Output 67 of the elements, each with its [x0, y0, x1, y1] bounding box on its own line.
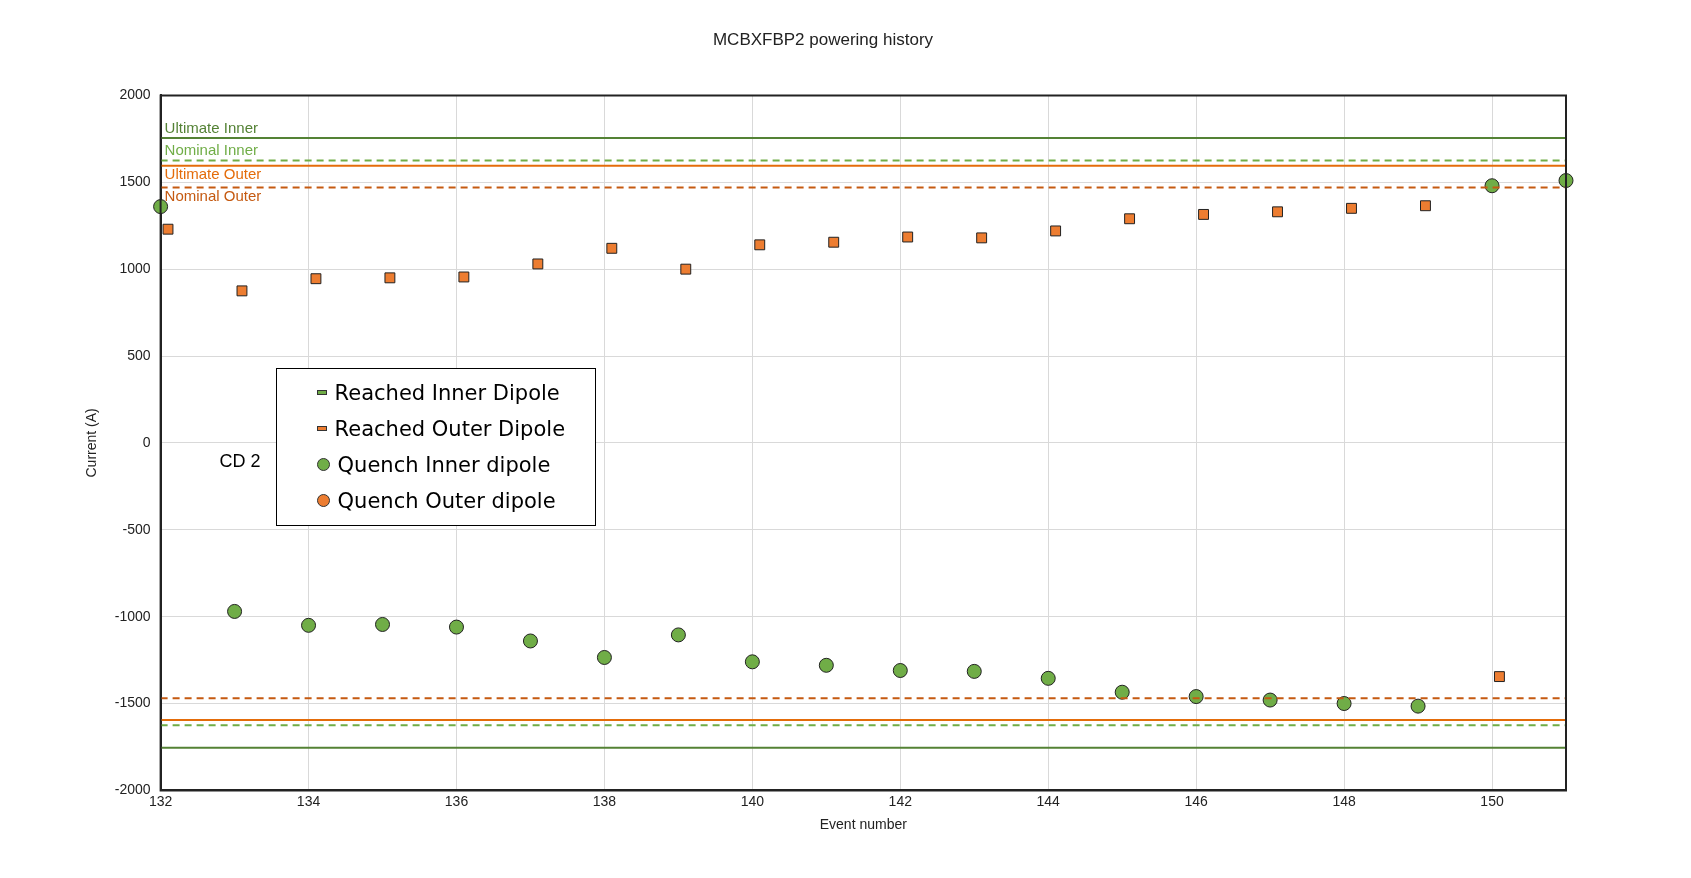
x-tick-label: 146 [1184, 792, 1209, 809]
point [1114, 684, 1130, 700]
ref-line-label: Nominal Inner [164, 141, 258, 159]
x-tick-label: 132 [148, 792, 173, 809]
y-axis-title: Current (A) [83, 408, 100, 478]
ref-line-label: Nominal Outer [164, 187, 262, 205]
point [1336, 696, 1352, 712]
point [1050, 225, 1062, 237]
point [301, 617, 317, 633]
annotation: CD 2 [218, 449, 262, 473]
legend-label: Quench Inner dipole [337, 452, 551, 477]
point [966, 663, 982, 679]
x-axis-title: Event number [819, 816, 908, 833]
point [1124, 213, 1136, 225]
x-tick-label: 148 [1332, 792, 1356, 809]
point [1420, 200, 1431, 212]
ref-line-label: Ultimate Inner [164, 118, 258, 136]
y-tick-label: 500 [127, 346, 151, 363]
y-tick-label: 1000 [119, 260, 151, 277]
point [1493, 671, 1505, 683]
y-tick-label: 0 [142, 433, 151, 450]
point [236, 285, 248, 297]
point [680, 263, 692, 275]
point [670, 627, 686, 643]
x-tick-label: 136 [444, 792, 469, 809]
point [1410, 698, 1426, 714]
point [606, 242, 618, 254]
point [596, 649, 612, 665]
point [892, 663, 908, 679]
legend-label: Reached Outer Dipole [334, 416, 566, 441]
point [310, 273, 322, 285]
point [1346, 202, 1357, 214]
y-tick-label: -500 [122, 520, 151, 537]
point [1040, 670, 1056, 686]
point [828, 236, 840, 248]
x-tick-label: 140 [740, 792, 765, 809]
point [384, 272, 396, 284]
point [162, 223, 174, 235]
x-tick-label: 150 [1480, 792, 1504, 809]
point [227, 603, 243, 619]
y-tick-label: -1000 [114, 607, 151, 624]
point [1272, 206, 1283, 218]
y-tick-label: 2000 [119, 86, 151, 103]
point [976, 232, 988, 244]
x-tick-label: 142 [888, 792, 913, 809]
y-tick-label: -1500 [114, 694, 151, 711]
point [1198, 208, 1210, 220]
point [902, 231, 914, 243]
point [375, 616, 391, 632]
legend-label: Reached Inner Dipole [334, 380, 560, 405]
point [744, 654, 760, 670]
x-tick-label: 134 [296, 792, 321, 809]
x-tick-label: 144 [1036, 792, 1061, 809]
point [458, 271, 470, 283]
point [1262, 692, 1278, 708]
point [754, 239, 766, 251]
legend-label: Quench Outer dipole [337, 488, 556, 513]
point [818, 657, 834, 673]
y-tick-label: 1500 [119, 173, 151, 190]
x-tick-label: 138 [592, 792, 617, 809]
point [522, 633, 538, 649]
chart-title: MCBXFBP2 powering history [712, 29, 934, 49]
ref-line-label: Ultimate Outer [164, 165, 262, 183]
point [532, 258, 544, 270]
y-tick-label: -2000 [114, 781, 151, 798]
point [448, 619, 464, 635]
point [1188, 689, 1204, 705]
